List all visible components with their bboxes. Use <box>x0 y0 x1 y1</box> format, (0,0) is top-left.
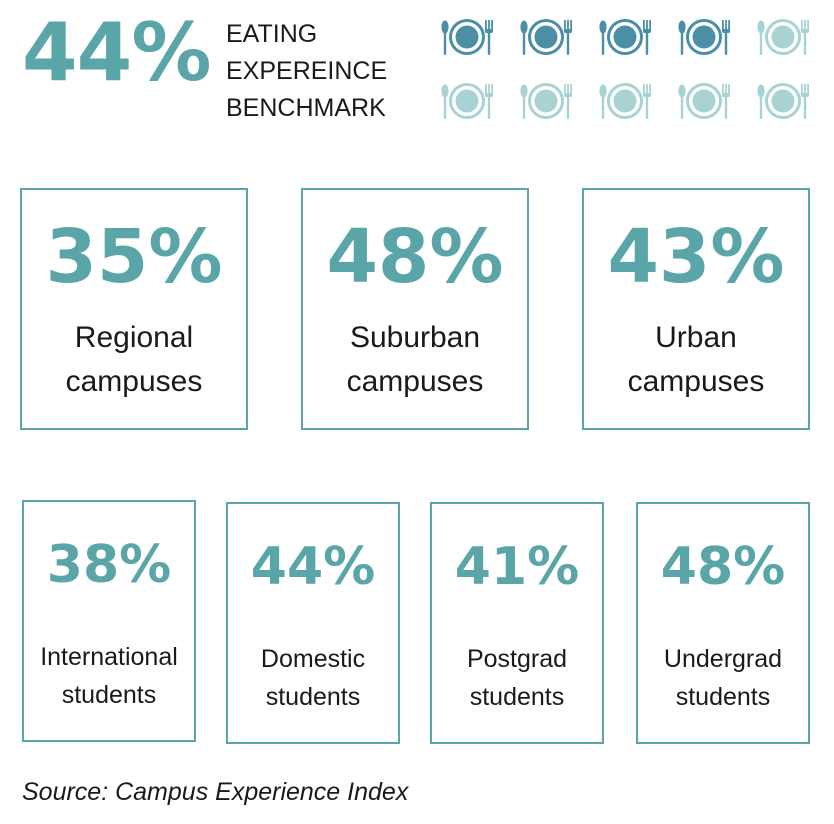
card-label: Urban campuses <box>584 316 808 404</box>
card-label: Postgrad students <box>432 640 602 716</box>
card-label: International students <box>24 638 194 714</box>
card-urban-campuses: 43% Urban campuses <box>582 188 810 430</box>
card-label: Undergrad students <box>638 640 808 716</box>
card-percentage: 41% <box>454 537 580 597</box>
place-setting-icon <box>757 83 809 119</box>
card-label-line-1: Domestic <box>260 645 366 673</box>
place-setting-icon <box>757 19 809 55</box>
card-label-line-2: students <box>265 683 361 711</box>
place-setting-icon <box>678 19 730 55</box>
place-setting-icon <box>520 83 572 119</box>
place-setting-icon-grid <box>440 18 820 119</box>
card-percentage: 48% <box>326 214 504 300</box>
place-setting-icon <box>599 19 651 55</box>
card-percentage: 43% <box>607 214 785 300</box>
card-international-students: 38% International students <box>22 500 196 742</box>
card-label: Domestic students <box>228 640 398 716</box>
card-label-line-2: students <box>675 683 771 711</box>
card-percentage: 38% <box>46 535 172 595</box>
card-label-line-1: Urban <box>655 321 737 354</box>
place-setting-icon <box>678 83 730 119</box>
card-label: Regional campuses <box>22 316 246 404</box>
card-label-line-2: students <box>469 683 565 711</box>
card-label-line-2: campuses <box>346 365 484 398</box>
place-setting-icon <box>441 83 493 119</box>
benchmark-label: EATING EXPEREINCE BENCHMARK <box>226 16 387 127</box>
card-undergrad-students: 48% Undergrad students <box>636 502 810 744</box>
card-percentage: 48% <box>660 537 786 597</box>
benchmark-percentage: 44% <box>22 6 211 99</box>
card-label-line-2: students <box>61 681 157 709</box>
card-percentage: 44% <box>250 537 376 597</box>
place-setting-icon <box>599 83 651 119</box>
card-label: Suburban campuses <box>303 316 527 404</box>
card-regional-campuses: 35% Regional campuses <box>20 188 248 430</box>
card-label-line-1: Regional <box>74 321 194 354</box>
card-label-line-2: campuses <box>65 365 203 398</box>
place-setting-icon <box>520 19 572 55</box>
card-percentage: 35% <box>45 214 223 300</box>
card-label-line-1: Postgrad <box>466 645 568 673</box>
card-label-line-1: Suburban <box>349 321 481 354</box>
place-setting-icon <box>441 19 493 55</box>
benchmark-label-line-3: BENCHMARK <box>226 94 386 122</box>
benchmark-label-line-2: EXPEREINCE <box>226 57 388 85</box>
card-label-line-1: International <box>40 643 178 671</box>
card-domestic-students: 44% Domestic students <box>226 502 400 744</box>
card-label-line-1: Undergrad <box>663 645 783 673</box>
card-label-line-2: campuses <box>627 365 765 398</box>
benchmark-label-line-1: EATING <box>226 20 318 48</box>
card-postgrad-students: 41% Postgrad students <box>430 502 604 744</box>
source-note: Source: Campus Experience Index <box>22 778 409 806</box>
card-suburban-campuses: 48% Suburban campuses <box>301 188 529 430</box>
